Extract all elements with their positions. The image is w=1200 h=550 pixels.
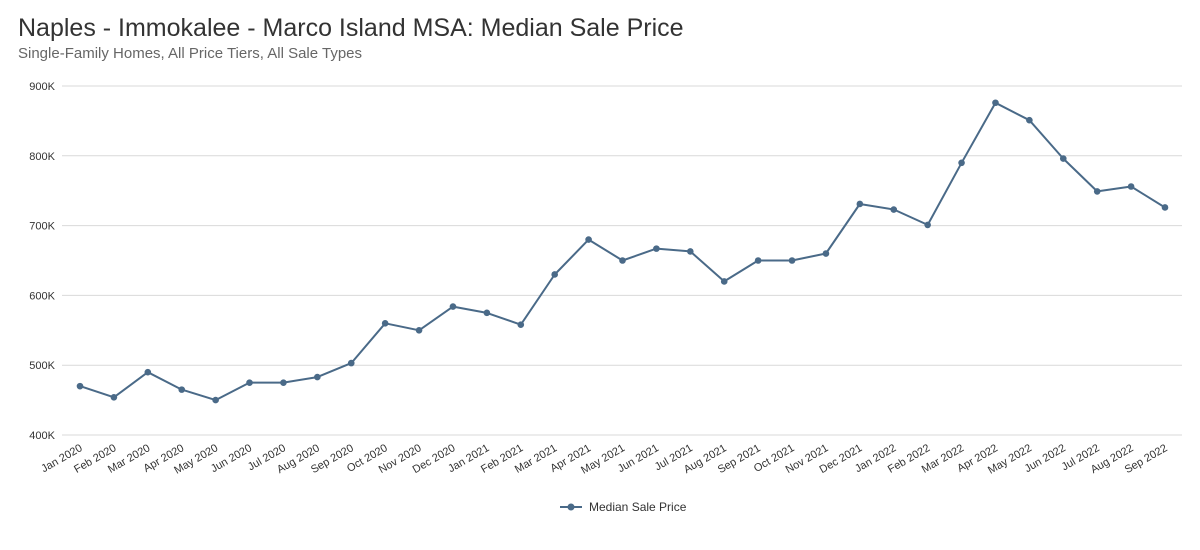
data-point[interactable] (992, 99, 999, 107)
data-point[interactable] (449, 303, 457, 310)
data-point[interactable] (76, 382, 84, 390)
data-point[interactable] (551, 271, 558, 278)
data-point[interactable] (788, 257, 796, 264)
data-point[interactable] (720, 278, 728, 285)
data-point[interactable] (517, 321, 525, 329)
data-point[interactable] (144, 368, 152, 376)
data-point[interactable] (1059, 155, 1067, 162)
y-axis-ticks: 400K 500K 600K 700K 800K 900K (29, 81, 55, 442)
data-point[interactable] (585, 236, 592, 243)
data-point[interactable] (754, 257, 762, 264)
data-point[interactable] (1127, 183, 1135, 190)
data-point[interactable] (280, 379, 287, 386)
chart-subtitle: Single-Family Homes, All Price Tiers, Al… (18, 45, 363, 62)
y-tick-label: 500K (29, 360, 55, 372)
legend-label: Median Sale Price (589, 500, 687, 514)
y-tick-label: 600K (29, 290, 55, 302)
data-point[interactable] (178, 386, 186, 393)
data-point[interactable] (619, 257, 626, 264)
legend[interactable]: Median Sale Price (560, 500, 687, 514)
y-tick-label: 800K (29, 151, 55, 163)
data-point[interactable] (958, 159, 965, 167)
data-point[interactable] (381, 320, 389, 327)
legend-marker-icon (567, 503, 575, 511)
y-tick-label: 900K (29, 81, 55, 93)
data-point[interactable] (856, 200, 864, 208)
data-point[interactable] (1161, 204, 1169, 211)
data-point[interactable] (212, 396, 219, 404)
series-line (79, 101, 1166, 402)
y-tick-label: 400K (29, 430, 55, 442)
data-point[interactable] (822, 250, 830, 257)
data-point[interactable] (110, 394, 118, 401)
data-point[interactable] (1026, 116, 1033, 124)
data-point[interactable] (890, 206, 898, 213)
chart-title: Naples - Immokalee - Marco Island MSA: M… (18, 14, 684, 42)
data-point[interactable] (687, 248, 694, 255)
data-point[interactable] (347, 359, 355, 367)
data-point[interactable] (314, 373, 321, 381)
gridlines (62, 85, 1182, 436)
data-point[interactable] (483, 309, 491, 317)
series-layer (76, 99, 1169, 404)
data-point[interactable] (653, 245, 660, 252)
data-point[interactable] (246, 379, 253, 386)
y-tick-label: 700K (29, 221, 55, 233)
data-point[interactable] (415, 327, 423, 334)
data-point[interactable] (1093, 188, 1101, 195)
data-point[interactable] (924, 221, 931, 229)
